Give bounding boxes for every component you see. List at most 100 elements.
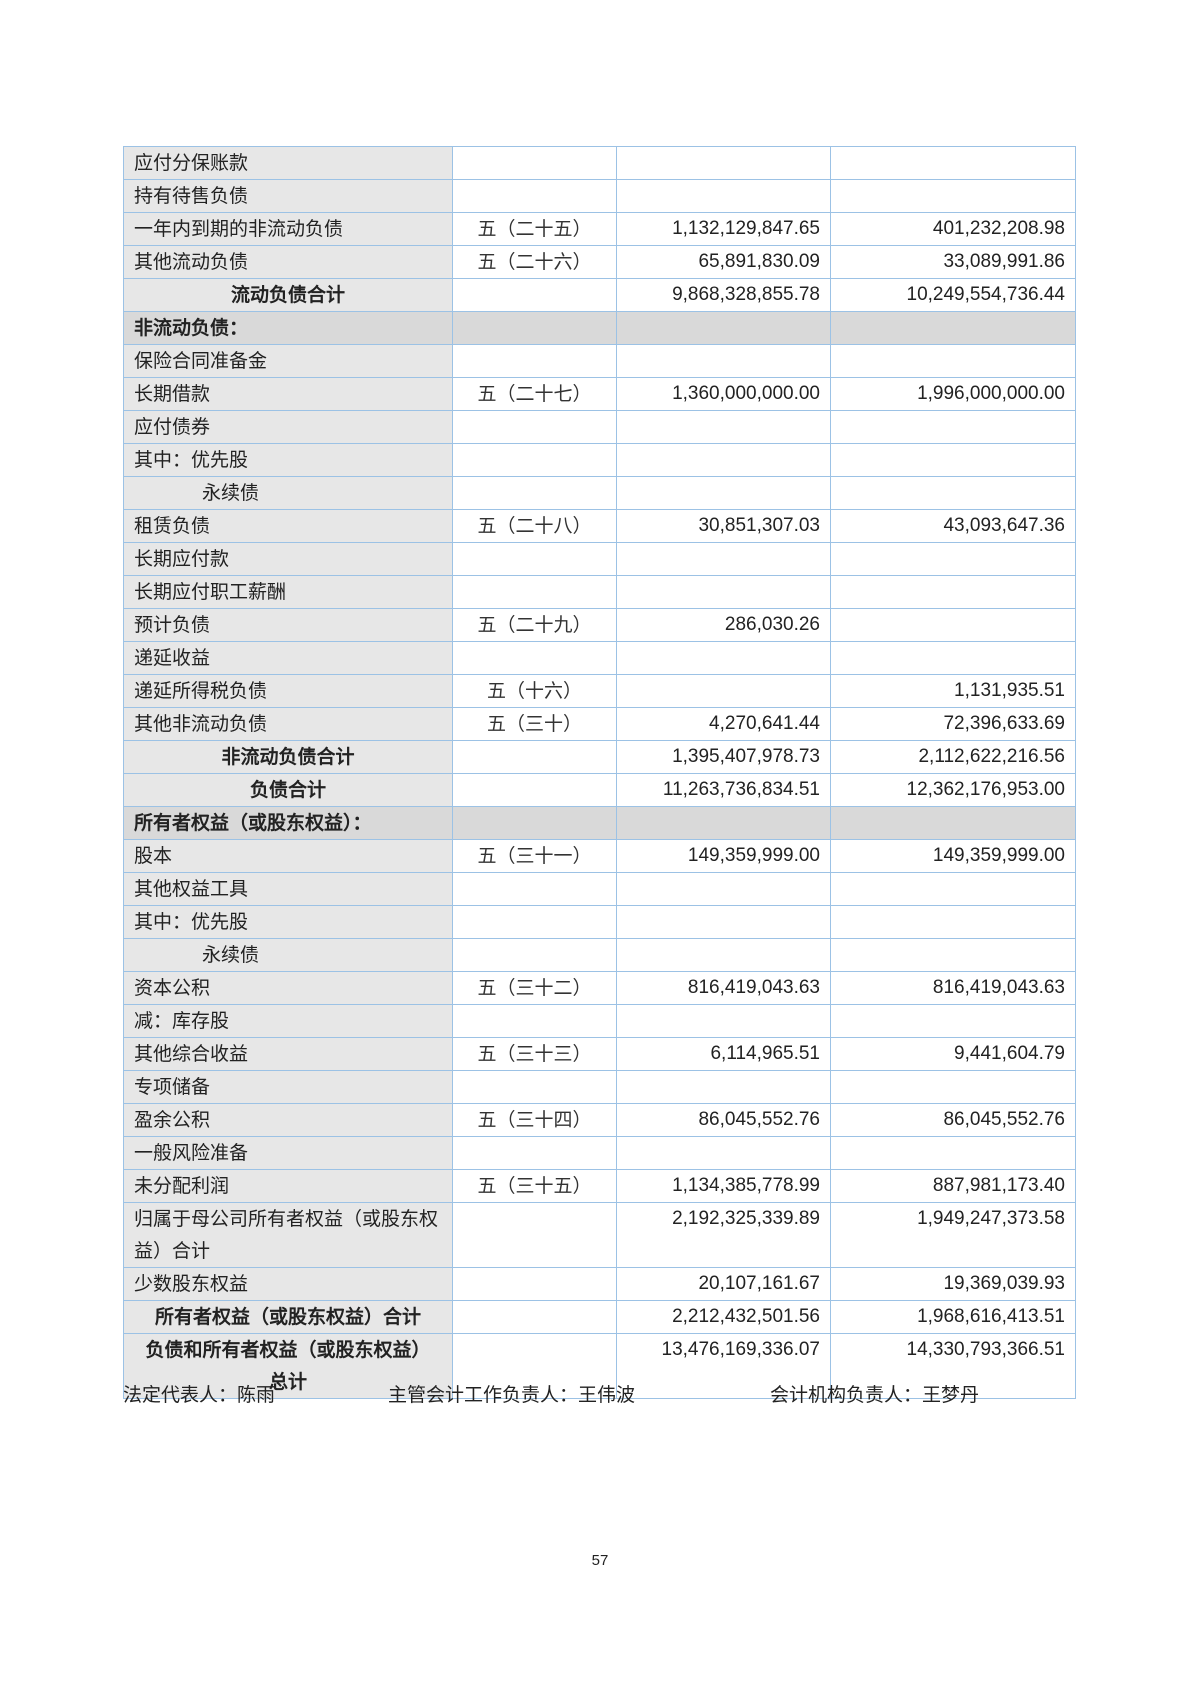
- row-current-value: [616, 311, 831, 345]
- row-note-ref: [452, 905, 617, 939]
- row-item-label: 递延收益: [123, 641, 453, 675]
- row-item-label: 专项储备: [123, 1070, 453, 1104]
- table-row: 其他权益工具: [123, 872, 1076, 906]
- row-previous-value: 72,396,633.69: [830, 707, 1076, 741]
- row-note-ref: [452, 641, 617, 675]
- row-previous-value: 816,419,043.63: [830, 971, 1076, 1005]
- row-item-label: 保险合同准备金: [123, 344, 453, 378]
- table-row: 递延收益: [123, 641, 1076, 675]
- row-previous-value: [830, 905, 1076, 939]
- table-row: 少数股东权益 20,107,161.67 19,369,039.93: [123, 1267, 1076, 1301]
- row-previous-value: [830, 608, 1076, 642]
- row-previous-value: [830, 575, 1076, 609]
- row-note-ref: [452, 740, 617, 774]
- row-current-value: 2,192,325,339.89: [616, 1202, 831, 1268]
- row-item-label: 所有者权益（或股东权益）合计: [123, 1300, 453, 1334]
- row-item-label: 非流动负债：: [123, 311, 453, 345]
- row-previous-value: [830, 806, 1076, 840]
- row-item-label: 长期应付款: [123, 542, 453, 576]
- row-previous-value: 14,330,793,366.51: [830, 1333, 1076, 1399]
- row-previous-value: [830, 146, 1076, 180]
- row-previous-value: 1,131,935.51: [830, 674, 1076, 708]
- row-previous-value: [830, 872, 1076, 906]
- row-note-ref: [452, 542, 617, 576]
- row-current-value: [616, 146, 831, 180]
- row-item-label: 租赁负债: [123, 509, 453, 543]
- row-current-value: [616, 674, 831, 708]
- row-note-ref: [452, 278, 617, 312]
- row-previous-value: [830, 443, 1076, 477]
- table-row: 租赁负债 五（二十八） 30,851,307.03 43,093,647.36: [123, 509, 1076, 543]
- row-item-label: 长期应付职工薪酬: [123, 575, 453, 609]
- row-current-value: 4,270,641.44: [616, 707, 831, 741]
- table-row: 一般风险准备: [123, 1136, 1076, 1170]
- row-item-label: 未分配利润: [123, 1169, 453, 1203]
- row-previous-value: 887,981,173.40: [830, 1169, 1076, 1203]
- page-number: 57: [591, 1552, 609, 1569]
- row-item-label: 其他非流动负债: [123, 707, 453, 741]
- table-row: 应付分保账款: [123, 146, 1076, 180]
- row-current-value: [616, 1136, 831, 1170]
- row-item-label: 其他权益工具: [123, 872, 453, 906]
- row-item-label: 其中：优先股: [123, 443, 453, 477]
- row-previous-value: 1,968,616,413.51: [830, 1300, 1076, 1334]
- row-note-ref: [452, 1004, 617, 1038]
- row-item-label: 永续债: [123, 476, 453, 510]
- row-note-ref: 五（三十二）: [452, 971, 617, 1005]
- row-previous-value: 9,441,604.79: [830, 1037, 1076, 1071]
- row-item-label: 负债合计: [123, 773, 453, 807]
- table-row: 流动负债合计 9,868,328,855.78 10,249,554,736.44: [123, 278, 1076, 312]
- table-row: 盈余公积 五（三十四） 86,045,552.76 86,045,552.76: [123, 1103, 1076, 1137]
- row-note-ref: [452, 146, 617, 180]
- table-row: 长期应付职工薪酬: [123, 575, 1076, 609]
- row-previous-value: 33,089,991.86: [830, 245, 1076, 279]
- row-previous-value: 1,949,247,373.58: [830, 1202, 1076, 1268]
- table-row: 归属于母公司所有者权益（或股东权益）合计 2,192,325,339.89 1,94…: [123, 1202, 1076, 1268]
- row-note-ref: [452, 311, 617, 345]
- row-item-label: 盈余公积: [123, 1103, 453, 1137]
- table-row: 永续债: [123, 476, 1076, 510]
- row-previous-value: [830, 938, 1076, 972]
- row-note-ref: [452, 575, 617, 609]
- row-item-label: 少数股东权益: [123, 1267, 453, 1301]
- table-row: 负债合计 11,263,736,834.51 12,362,176,953.00: [123, 773, 1076, 807]
- row-previous-value: [830, 476, 1076, 510]
- row-current-value: [616, 410, 831, 444]
- row-item-label: 其他流动负债: [123, 245, 453, 279]
- table-row: 其他流动负债 五（二十六） 65,891,830.09 33,089,991.86: [123, 245, 1076, 279]
- row-previous-value: [830, 179, 1076, 213]
- table-row: 应付债券: [123, 410, 1076, 444]
- row-item-label: 一年内到期的非流动负债: [123, 212, 453, 246]
- row-note-ref: [452, 476, 617, 510]
- row-current-value: [616, 476, 831, 510]
- row-note-ref: [452, 179, 617, 213]
- table-row: 长期应付款: [123, 542, 1076, 576]
- row-previous-value: [830, 542, 1076, 576]
- row-current-value: [616, 344, 831, 378]
- row-current-value: 149,359,999.00: [616, 839, 831, 873]
- row-note-ref: [452, 1300, 617, 1334]
- row-previous-value: 86,045,552.76: [830, 1103, 1076, 1137]
- row-note-ref: [452, 410, 617, 444]
- table-row: 其中：优先股: [123, 443, 1076, 477]
- row-item-label: 持有待售负债: [123, 179, 453, 213]
- table-row: 其中：优先股: [123, 905, 1076, 939]
- row-previous-value: 2,112,622,216.56: [830, 740, 1076, 774]
- row-previous-value: 12,362,176,953.00: [830, 773, 1076, 807]
- row-current-value: 1,132,129,847.65: [616, 212, 831, 246]
- row-previous-value: 19,369,039.93: [830, 1267, 1076, 1301]
- row-note-ref: [452, 1070, 617, 1104]
- row-note-ref: 五（二十五）: [452, 212, 617, 246]
- row-item-label: 递延所得税负债: [123, 674, 453, 708]
- row-current-value: [616, 443, 831, 477]
- row-previous-value: 149,359,999.00: [830, 839, 1076, 873]
- row-current-value: [616, 1070, 831, 1104]
- row-note-ref: [452, 872, 617, 906]
- table-row: 所有者权益（或股东权益）合计 2,212,432,501.56 1,968,616,…: [123, 1300, 1076, 1334]
- row-note-ref: 五（三十四）: [452, 1103, 617, 1137]
- row-current-value: [616, 872, 831, 906]
- table-row: 其他非流动负债 五（三十） 4,270,641.44 72,396,633.69: [123, 707, 1076, 741]
- table-row: 保险合同准备金: [123, 344, 1076, 378]
- table-row: 长期借款 五（二十七） 1,360,000,000.00 1,996,000,000.…: [123, 377, 1076, 411]
- row-item-label: 应付分保账款: [123, 146, 453, 180]
